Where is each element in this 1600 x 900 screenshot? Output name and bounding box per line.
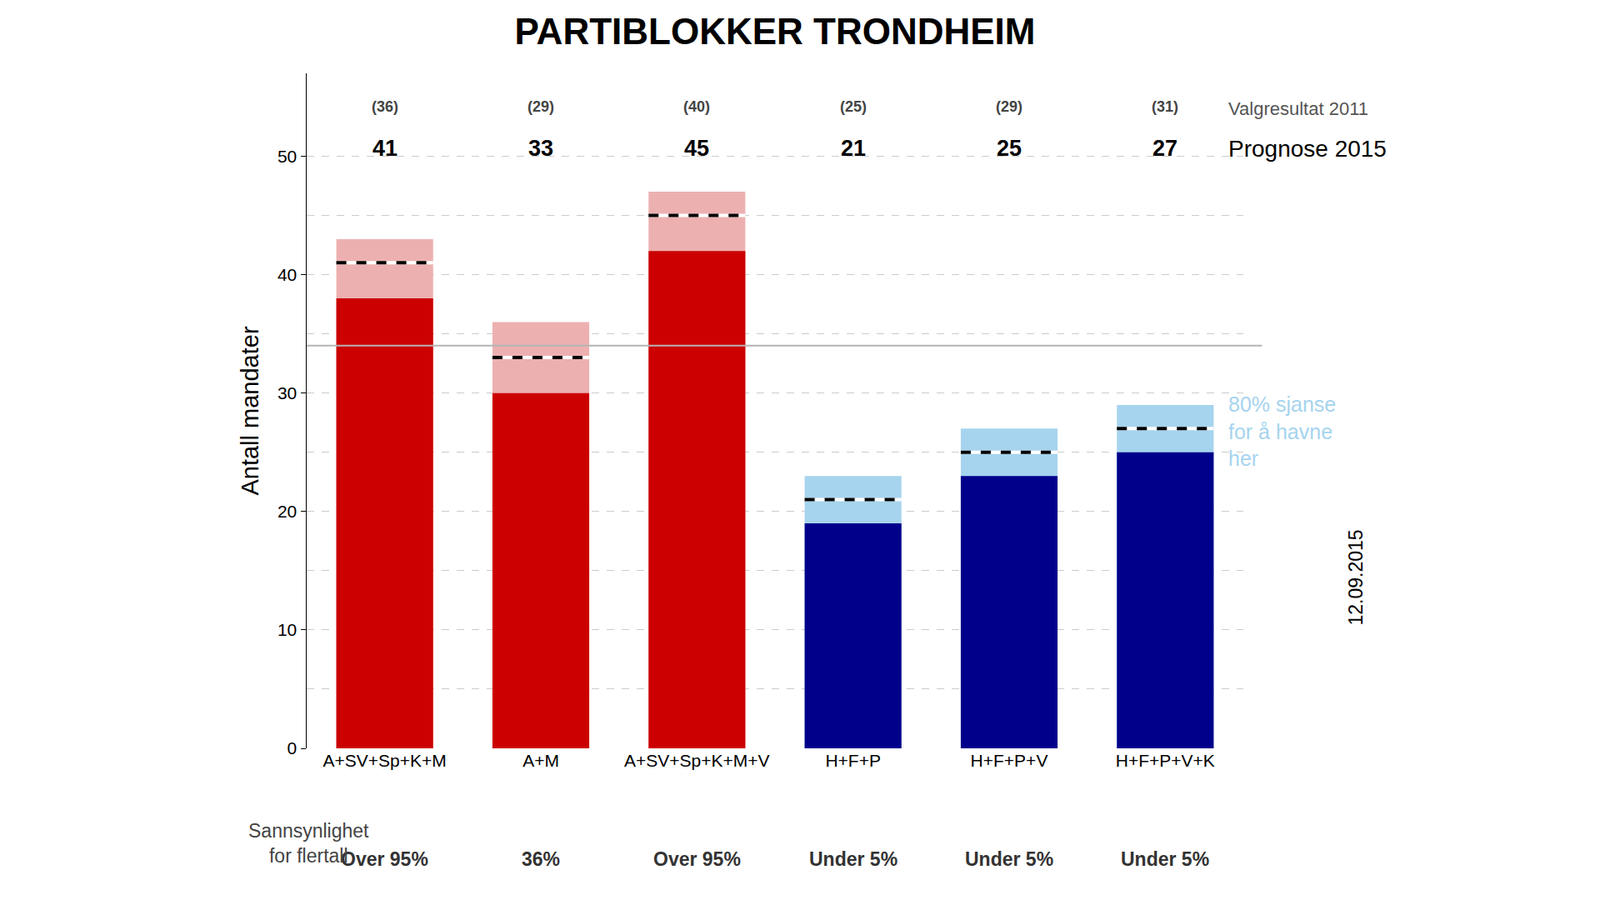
svg-text:Valgresultat 2011: Valgresultat 2011 — [1228, 98, 1369, 120]
svg-text:(36): (36) — [371, 98, 399, 115]
svg-text:(29): (29) — [527, 98, 555, 115]
svg-text:20: 20 — [277, 501, 297, 521]
svg-text:Under 5%: Under 5% — [1120, 848, 1210, 870]
svg-text:Under 5%: Under 5% — [809, 848, 898, 870]
svg-text:A+M: A+M — [522, 750, 560, 770]
svg-text:(25): (25) — [840, 98, 867, 115]
svg-text:H+F+P+V: H+F+P+V — [970, 750, 1049, 770]
svg-text:27: 27 — [1152, 135, 1178, 161]
svg-text:33: 33 — [528, 135, 554, 161]
svg-text:25: 25 — [996, 135, 1022, 161]
svg-text:(31): (31) — [1151, 98, 1179, 115]
svg-text:10: 10 — [277, 620, 297, 640]
svg-text:H+F+P: H+F+P — [825, 750, 881, 770]
svg-text:H+F+P+V+K: H+F+P+V+K — [1115, 750, 1215, 770]
svg-text:30: 30 — [277, 383, 297, 403]
svg-text:12.09.2015: 12.09.2015 — [1345, 529, 1367, 625]
svg-text:Under 5%: Under 5% — [965, 848, 1054, 870]
svg-text:A+SV+Sp+K+M+V: A+SV+Sp+K+M+V — [624, 750, 770, 770]
svg-text:Sannsynlighetfor flertall: Sannsynlighetfor flertall — [248, 820, 370, 867]
svg-text:Antall mandater: Antall mandater — [236, 325, 264, 495]
svg-text:Over 95%: Over 95% — [653, 848, 741, 870]
svg-text:Over 95%: Over 95% — [340, 848, 429, 870]
svg-text:0: 0 — [287, 738, 298, 758]
svg-text:36%: 36% — [521, 848, 560, 870]
svg-text:(40): (40) — [683, 98, 710, 115]
svg-text:Prognose 2015: Prognose 2015 — [1228, 135, 1387, 162]
svg-text:80% sjansefor å havneher: 80% sjansefor å havneher — [1228, 392, 1336, 470]
svg-text:21: 21 — [840, 135, 866, 161]
svg-text:45: 45 — [684, 135, 710, 161]
svg-text:PARTIBLOKKER TRONDHEIM: PARTIBLOKKER TRONDHEIM — [515, 10, 1036, 52]
svg-text:(29): (29) — [995, 98, 1023, 115]
svg-text:40: 40 — [277, 265, 297, 285]
svg-text:41: 41 — [372, 135, 398, 161]
svg-text:50: 50 — [277, 146, 297, 166]
svg-text:A+SV+Sp+K+M: A+SV+Sp+K+M — [323, 750, 447, 770]
